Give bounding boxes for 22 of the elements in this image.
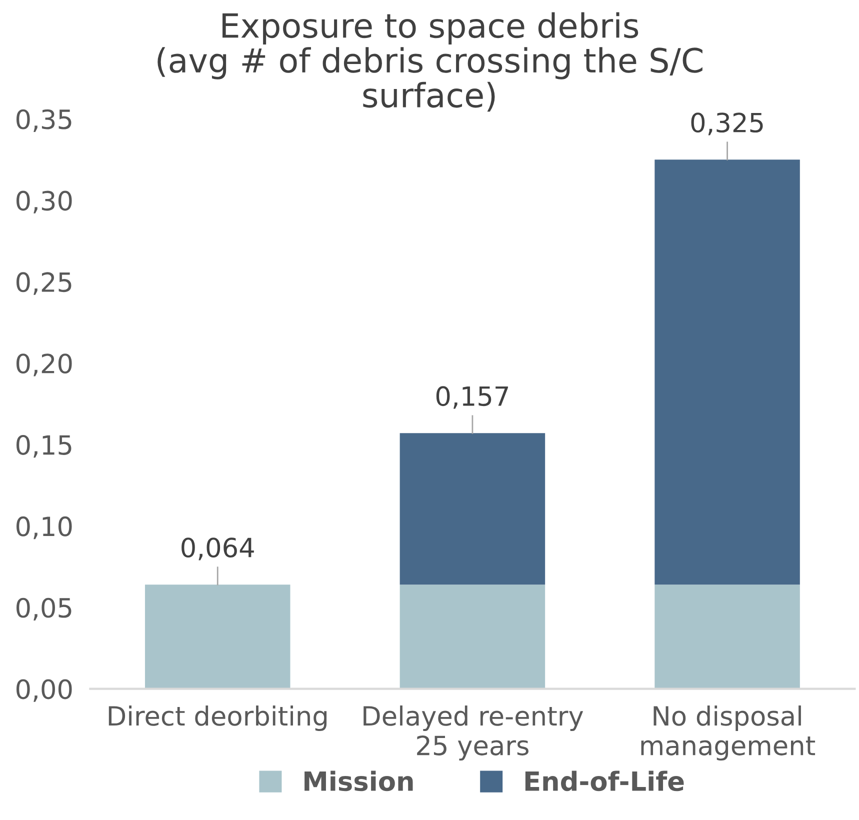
bar <box>654 584 800 689</box>
x-tick-label: No disposal management <box>641 705 816 761</box>
total-label: 0,325 <box>691 112 763 136</box>
x-tick-label: Delayed re-entry 25 years <box>364 705 584 761</box>
total-label: 0,064 <box>182 538 254 560</box>
bar <box>144 584 290 689</box>
bar <box>654 160 800 585</box>
x-tick-label: Direct deorbiting <box>108 705 327 732</box>
total-label: 0,157 <box>436 386 508 409</box>
y-tick-label: 0,30 <box>16 190 72 214</box>
y-tick-label: 0,20 <box>16 354 72 376</box>
legend-label: Mission <box>304 770 413 792</box>
y-tick-label: 0,15 <box>16 434 72 458</box>
y-tick-label: 0,25 <box>16 272 72 295</box>
y-tick-label: 0,35 <box>16 109 72 132</box>
legend-label: End-of-Life <box>525 770 684 792</box>
bar <box>400 433 546 585</box>
y-tick-label: 0,10 <box>16 516 72 540</box>
y-tick-label: 0,05 <box>16 598 72 620</box>
y-tick-label: 0,00 <box>16 679 72 702</box>
bar <box>400 584 546 689</box>
chart-title: Exposure to space debris (avg # of debris crossing the S/C surface) <box>158 12 702 112</box>
